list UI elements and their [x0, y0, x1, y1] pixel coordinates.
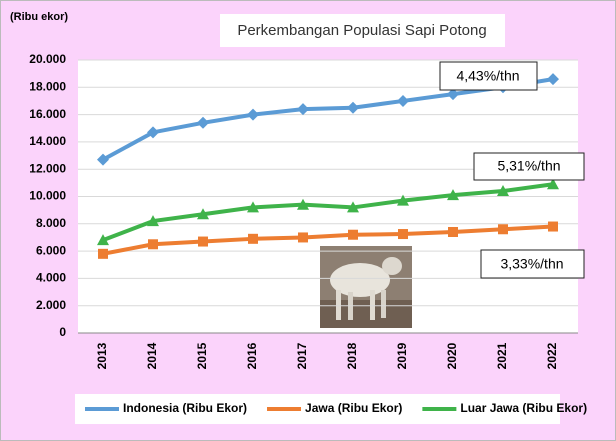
series-line [102, 224, 554, 256]
y-tick-label: 4.000 [36, 271, 66, 285]
marker [497, 185, 509, 197]
series-line [102, 77, 554, 162]
marker [347, 101, 359, 114]
marker [547, 178, 559, 190]
legend-label: Jawa (Ribu Ekor) [305, 401, 402, 415]
marker [98, 248, 108, 259]
x-tick-label: 2014 [145, 342, 159, 369]
series-line [102, 182, 554, 243]
marker [97, 234, 109, 246]
marker [548, 221, 558, 232]
x-tick-label: 2016 [245, 342, 259, 369]
x-tick-label: 2018 [345, 342, 359, 369]
annotation: 4,43%/thn [456, 68, 519, 84]
y-tick-label: 8.000 [36, 216, 66, 230]
x-tick-label: 2022 [545, 342, 559, 369]
annotation-box [439, 61, 538, 91]
y-tick-label: 0 [59, 325, 66, 339]
cow-photo [320, 246, 412, 328]
marker [397, 194, 409, 206]
annotation-box [473, 152, 585, 181]
marker [348, 229, 358, 240]
marker [298, 232, 308, 243]
marker [447, 189, 459, 201]
y-tick-label: 18.000 [29, 79, 66, 93]
y-tick-label: 16.000 [29, 107, 66, 121]
x-tick-label: 2015 [195, 342, 209, 369]
x-tick-label: 2020 [445, 342, 459, 369]
y-unit-label: (Ribu ekor) [10, 11, 68, 23]
x-tick-label: 2021 [495, 342, 509, 369]
marker [197, 208, 209, 220]
marker [347, 201, 359, 213]
legend-label: Indonesia (Ribu Ekor) [123, 401, 247, 415]
marker [148, 239, 158, 250]
legend-label: Luar Jawa (Ribu Ekor) [460, 401, 587, 415]
annotation-box [480, 249, 585, 279]
marker [447, 88, 459, 101]
x-tick-label: 2019 [395, 342, 409, 369]
y-tick-label: 2.000 [36, 298, 66, 312]
marker [197, 116, 209, 129]
legend-box [75, 394, 560, 424]
marker [247, 108, 259, 121]
marker [498, 224, 508, 235]
y-tick-label: 14.000 [29, 134, 66, 148]
marker [198, 236, 208, 247]
marker [448, 226, 458, 237]
y-tick-label: 12.000 [29, 161, 66, 175]
x-tick-label: 2013 [95, 342, 109, 369]
y-tick-label: 10.000 [29, 189, 66, 203]
y-tick-label: 20.000 [29, 52, 66, 66]
title-box [220, 14, 505, 47]
annotation: 5,31%/thn [497, 158, 560, 174]
marker [248, 233, 258, 244]
y-tick-label: 6.000 [36, 243, 66, 257]
marker [97, 153, 109, 166]
marker [398, 229, 408, 240]
marker [547, 73, 559, 86]
annotation: 3,33%/thn [500, 256, 563, 272]
marker [397, 94, 409, 107]
chart-title: Perkembangan Populasi Sapi Potong [237, 22, 486, 39]
marker [297, 198, 309, 210]
marker [247, 201, 259, 213]
marker [147, 215, 159, 227]
marker [147, 126, 159, 139]
marker [297, 103, 309, 116]
x-tick-label: 2017 [295, 342, 309, 369]
